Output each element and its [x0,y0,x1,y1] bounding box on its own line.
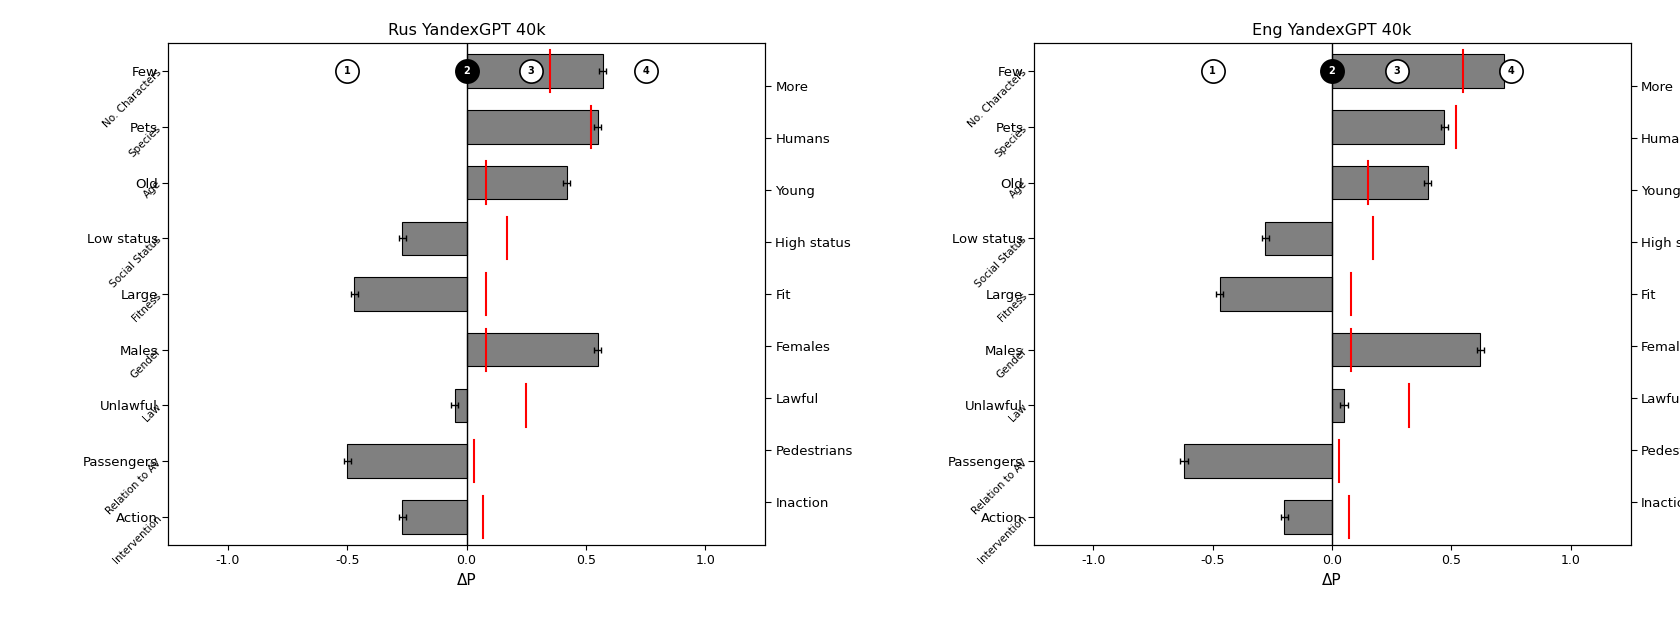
Text: Intervention: Intervention [976,513,1028,566]
Bar [1183,444,1331,478]
Point [632,66,659,76]
Text: No. Characters: No. Characters [966,67,1028,130]
Text: 4: 4 [642,66,648,76]
Text: Species: Species [993,123,1028,159]
Text: Relation to AV: Relation to AV [104,457,163,516]
X-axis label: ΔP: ΔP [1322,573,1341,588]
Bar [1220,277,1331,311]
Text: Law: Law [1006,402,1028,423]
Bar [467,333,598,366]
Bar [1331,166,1426,199]
Bar [454,389,467,422]
Text: Relation to AV: Relation to AV [969,457,1028,516]
Bar [1331,389,1344,422]
Bar [1331,54,1504,88]
Text: Law: Law [141,402,163,423]
Text: 3: 3 [1393,66,1399,76]
Text: No. Characters: No. Characters [101,67,163,130]
Text: Fitness: Fitness [131,290,163,323]
Bar [467,54,603,88]
Point [1383,66,1410,76]
Bar [467,166,566,199]
Bar [402,500,467,534]
Point [334,66,361,76]
Title: Eng YandexGPT 40k: Eng YandexGPT 40k [1252,23,1411,38]
Text: Species: Species [128,123,163,159]
Bar [348,444,467,478]
Bar [1331,333,1480,366]
Text: Intervention: Intervention [111,513,163,566]
Point [1198,66,1225,76]
Text: 1: 1 [1208,66,1215,76]
Bar [1284,500,1331,534]
Text: 3: 3 [528,66,534,76]
Bar [1331,110,1443,144]
X-axis label: ΔP: ΔP [457,573,475,588]
Text: Gender: Gender [995,346,1028,381]
Point [1497,66,1524,76]
Text: 2: 2 [1327,66,1334,76]
Point [1317,66,1344,76]
Text: 2: 2 [464,66,470,76]
Bar [1265,222,1331,255]
Point [517,66,544,76]
Text: Social Status: Social Status [108,235,163,290]
Bar [402,222,467,255]
Text: Fitness: Fitness [996,290,1028,323]
Text: Gender: Gender [129,346,163,381]
Text: Age: Age [1006,179,1028,201]
Text: Social Status: Social Status [973,235,1028,290]
Text: 4: 4 [1507,66,1514,76]
Title: Rus YandexGPT 40k: Rus YandexGPT 40k [388,23,544,38]
Bar [354,277,467,311]
Point [454,66,480,76]
Text: Age: Age [141,179,163,201]
Bar [467,110,598,144]
Text: 1: 1 [344,66,351,76]
